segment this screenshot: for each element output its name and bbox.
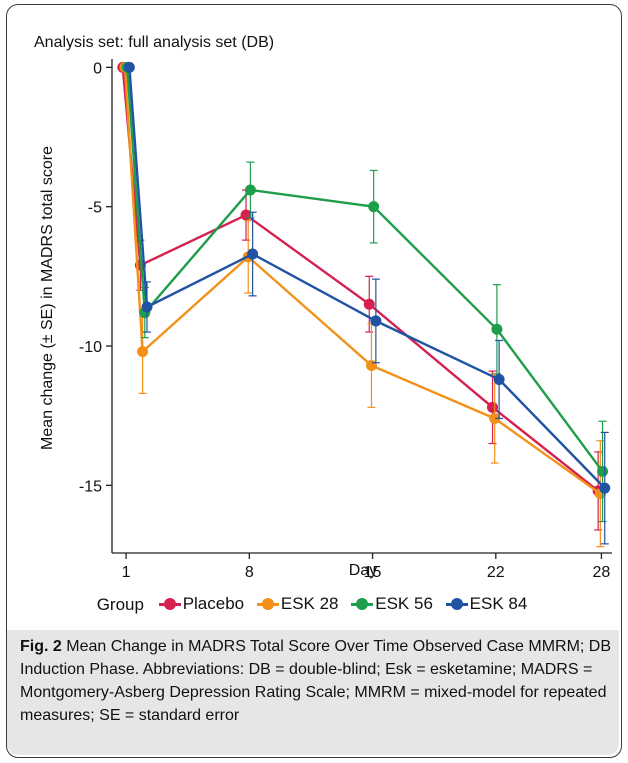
- series-esk-56: [121, 61, 609, 523]
- legend-label-esk28: ESK 28: [280, 594, 339, 613]
- data-point: [487, 401, 499, 413]
- series-placebo: [117, 61, 604, 531]
- data-point: [599, 482, 611, 494]
- y-tick-label: 0: [93, 60, 102, 77]
- series-line: [121, 67, 599, 492]
- legend-item-esk28: ESK 28: [256, 594, 339, 614]
- legend-label-esk84: ESK 84: [469, 594, 528, 613]
- x-tick-label: 15: [364, 564, 382, 581]
- data-point: [137, 346, 149, 358]
- data-point: [370, 315, 382, 327]
- data-point: [493, 373, 505, 385]
- x-axis-label: Day: [349, 562, 377, 579]
- caption-background: [7, 630, 619, 755]
- data-point: [368, 201, 380, 213]
- series-line: [123, 67, 602, 495]
- y-tick-label: -5: [88, 200, 102, 217]
- data-point: [597, 465, 609, 477]
- legend-swatch-esk84: [445, 598, 468, 610]
- series-esk-84: [123, 61, 611, 545]
- figure-caption: Fig. 2 Mean Change in MADRS Total Score …: [20, 635, 612, 727]
- chart-series: [117, 61, 611, 548]
- chart-title: Analysis set: full analysis set (DB): [34, 34, 274, 51]
- data-point: [123, 61, 135, 73]
- legend-swatch-esk56: [351, 598, 374, 610]
- x-tick-label: 8: [245, 564, 254, 581]
- series-line: [128, 67, 606, 489]
- y-tick-label: -10: [79, 339, 102, 356]
- x-tick-label: 1: [122, 564, 131, 581]
- legend-swatch-placebo: [158, 598, 181, 610]
- legend-item-esk84: ESK 84: [445, 594, 528, 614]
- data-point: [363, 298, 375, 310]
- legend-label-esk56: ESK 56: [375, 594, 433, 613]
- series-esk-28: [119, 61, 606, 548]
- data-point: [489, 412, 501, 424]
- x-tick-label: 28: [593, 564, 611, 581]
- legend-item-esk56: ESK 56: [351, 594, 433, 614]
- line-chart: Analysis set: full analysis set (DB) 0 -5…: [34, 34, 612, 581]
- legend-label-placebo: Placebo: [182, 594, 245, 613]
- chart-legend: Group Placebo ESK 28 ESK 56 ESK 84: [0, 594, 628, 615]
- x-tick-label: 22: [487, 564, 505, 581]
- chart-axes: 0 -5 -10 -15 1 8 15 22 28: [79, 59, 612, 581]
- y-axis-label: Mean change (± SE) in MADRS total score: [39, 146, 56, 450]
- data-point: [141, 301, 153, 313]
- caption-label: Fig. 2: [20, 638, 62, 655]
- series-line: [125, 67, 604, 473]
- legend-title: Group: [96, 595, 144, 614]
- data-point: [247, 248, 259, 260]
- legend-swatch-esk28: [256, 598, 279, 610]
- legend-item-placebo: Placebo: [158, 594, 245, 614]
- y-tick-label: -15: [79, 478, 102, 495]
- data-point: [244, 184, 256, 196]
- caption-text: Mean Change in MADRS Total Score Over Ti…: [20, 638, 612, 724]
- data-point: [491, 323, 503, 335]
